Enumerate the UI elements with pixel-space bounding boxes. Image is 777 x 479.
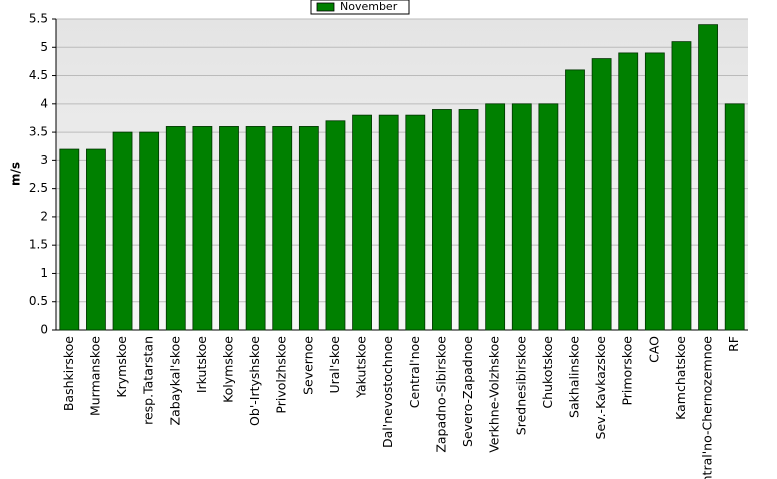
- bar: [112, 131, 133, 331]
- x-tick-label: Severo-Zapadnoe: [460, 336, 475, 447]
- x-tick-label: Bashkirskoe: [61, 336, 76, 411]
- bar: [511, 103, 532, 331]
- bar: [644, 52, 665, 331]
- bar: [538, 103, 559, 331]
- y-tick-label: 1.5: [29, 238, 48, 252]
- x-tick-label: RF: [726, 336, 741, 352]
- bar: [432, 109, 452, 331]
- bar: [165, 126, 186, 331]
- y-tick-label: 5: [40, 40, 48, 54]
- y-tick-label: 5.5: [29, 12, 48, 26]
- x-tick-label: Verkhne-Volzhskoe: [487, 336, 502, 453]
- x-tick-label: Krymskoe: [114, 336, 129, 398]
- legend: November: [310, 0, 410, 15]
- x-tick-label: Zapadno-Sibirskoe: [433, 336, 448, 453]
- bar: [698, 24, 718, 331]
- bar: [378, 114, 399, 331]
- y-tick-label: 0.5: [29, 294, 48, 308]
- x-tick-label: Central'noe: [407, 336, 422, 409]
- x-tick-label: Severnoe: [300, 336, 315, 395]
- bar: [219, 126, 239, 331]
- x-tick-label: Privolzhskoe: [274, 336, 289, 414]
- y-tick-label: 3: [40, 153, 48, 167]
- y-tick-label: 4: [40, 96, 48, 110]
- bar: [272, 126, 293, 331]
- y-tick-label: 2.5: [29, 181, 48, 195]
- x-tick-label: Kamchatskoe: [673, 336, 688, 420]
- bar: [485, 103, 506, 331]
- y-tick-label: 2: [40, 209, 48, 223]
- x-tick-label: Sev.-Kavkazskoe: [593, 336, 608, 440]
- x-tick-label: CAO: [646, 336, 661, 363]
- bar: [565, 69, 585, 331]
- x-tick-label: Irkutskoe: [194, 336, 209, 393]
- bar: [671, 41, 692, 331]
- bar: [325, 120, 346, 331]
- x-tick-label: Zabaykal'skoe: [167, 336, 182, 426]
- y-tick-label: 0: [40, 323, 48, 337]
- x-tick-label: Central'no-Chernozemnoe: [700, 336, 715, 479]
- bar: [618, 52, 639, 331]
- bar: [405, 114, 426, 331]
- x-tick-label: Kolymskoe: [221, 336, 236, 403]
- x-tick-label: Srednesibirskoe: [513, 336, 528, 436]
- bar: [591, 58, 612, 331]
- bar: [86, 148, 106, 331]
- legend-box: [310, 0, 410, 15]
- y-axis-label: m/s: [9, 162, 23, 186]
- legend-label: November: [340, 0, 398, 13]
- y-tick-label: 1: [40, 266, 48, 280]
- x-tick-label: Murmanskoe: [87, 336, 102, 416]
- y-tick-label: 3.5: [29, 125, 48, 139]
- bar: [245, 126, 266, 331]
- bar: [139, 131, 160, 331]
- x-tick-label: Yakutskoe: [354, 336, 369, 399]
- bar: [298, 126, 319, 331]
- x-tick-label: Sakhalinskoe: [567, 336, 582, 418]
- bar: [458, 109, 479, 331]
- x-tick-label: Primorskoe: [620, 336, 635, 406]
- bar: [59, 148, 80, 331]
- x-tick-label: Dal'nevostochnoe: [380, 336, 395, 448]
- legend-swatch: [316, 2, 335, 12]
- x-tick-label: resp.Tatarstan: [141, 336, 156, 425]
- bar: [724, 103, 745, 331]
- plot-area: [56, 19, 748, 330]
- bar: [192, 126, 213, 331]
- y-tick-label: 4.5: [29, 68, 48, 82]
- x-tick-label: Ob'-Irtyshskoe: [247, 336, 262, 426]
- bar: [352, 114, 372, 331]
- x-tick-label: Ural'skoe: [327, 336, 342, 394]
- x-tick-label: Chukotskoe: [540, 336, 555, 409]
